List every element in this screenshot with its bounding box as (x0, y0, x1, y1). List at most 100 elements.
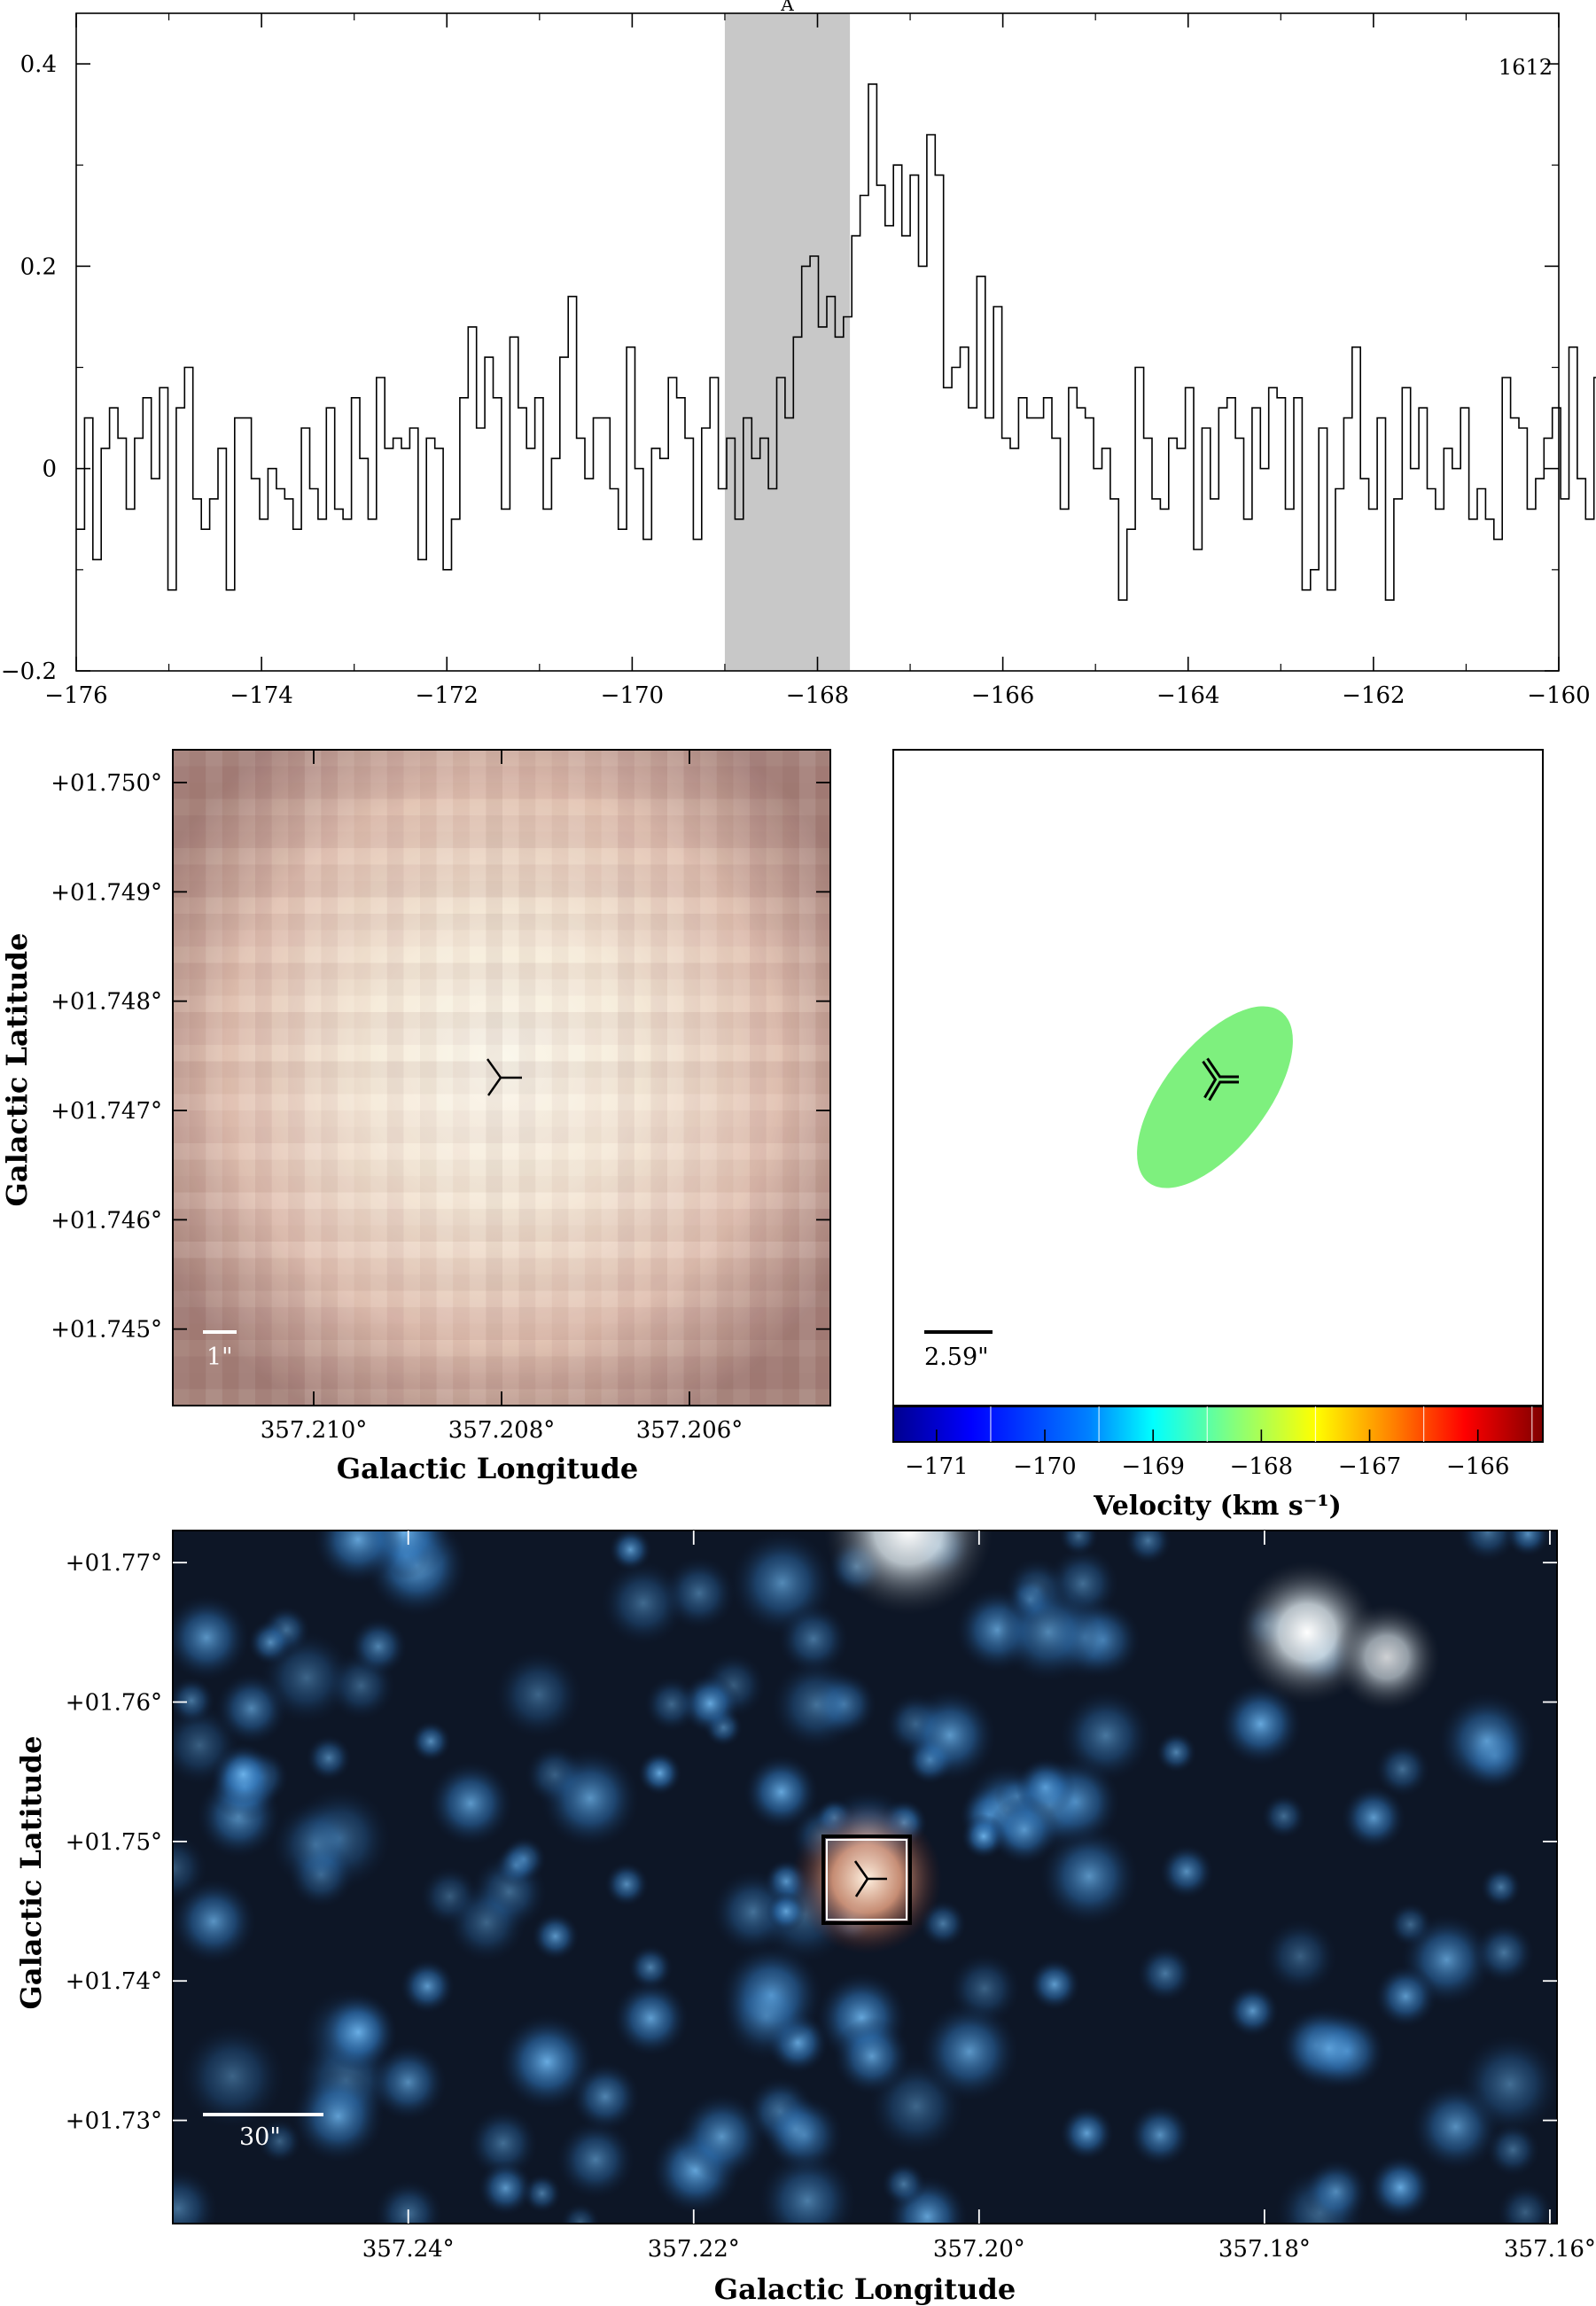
image-column (798, 750, 816, 1406)
star (1218, 1682, 1303, 1766)
image-column (206, 750, 222, 1406)
star (1058, 1531, 1099, 1556)
wide-axes: 357.24° 357.22° 357.20° 357.18° 357.16° +01.7… (66, 1531, 1596, 2263)
star (881, 2162, 927, 2207)
star (173, 1677, 215, 1725)
zoom-xlabel: Galactic Longitude (337, 1452, 638, 1485)
image-row (173, 1209, 830, 1226)
x-tick-label: −172 (416, 682, 479, 709)
star (400, 1959, 455, 2014)
image-row (173, 1143, 830, 1160)
x-tick-label: −176 (44, 682, 107, 709)
wide-frame (172, 1530, 1558, 2224)
y-tick-label: +01.75° (66, 1829, 162, 1856)
image-row (173, 1061, 830, 1078)
y-tick-label: 0.2 (20, 253, 57, 280)
star (427, 1760, 514, 1846)
x-tick-label: 357.20° (933, 2236, 1025, 2263)
star (919, 2001, 1020, 2102)
image-column (469, 750, 487, 1406)
star (1459, 2033, 1557, 2135)
x-tick-label: −174 (230, 682, 292, 709)
wide-scalebar-label: 30" (239, 2123, 281, 2151)
star (173, 1593, 250, 1681)
velocity-marker-inner (1203, 1059, 1239, 1100)
image-row (173, 914, 830, 931)
image-row (173, 1291, 830, 1308)
image-column (815, 750, 830, 1406)
star (770, 1658, 862, 1751)
spectrum-line (76, 83, 1596, 601)
colorbar-label: Velocity (km s⁻¹) (1093, 1491, 1342, 1522)
y-tick-label: +01.73° (66, 2108, 162, 2135)
star (832, 2017, 911, 2096)
star (1128, 2103, 1192, 2167)
wide-image (173, 1531, 1557, 2224)
velocity-scalebar-label: 2.59" (924, 1344, 989, 1371)
target-marker (487, 1058, 522, 1096)
image-column (634, 750, 651, 1406)
star (1497, 2184, 1554, 2224)
star (498, 2013, 596, 2111)
spectrum-panel: A −176 −174 −172 −170 −168 −166 −164 −162 −160 −0… (1, 0, 1596, 709)
star (173, 2168, 219, 2224)
image-column (667, 750, 684, 1406)
colorbar-axes: −171 −170 −169 −168 −167 −166 (905, 1406, 1533, 1480)
image-column (370, 750, 387, 1406)
colorbar-tick-label: −170 (1013, 1453, 1076, 1480)
x-tick-label: −164 (1156, 682, 1219, 709)
image-row (173, 848, 830, 865)
star (467, 2107, 539, 2179)
star (1136, 1944, 1195, 2002)
image-row (173, 1192, 830, 1209)
image-column (420, 750, 437, 1406)
star (1039, 1826, 1140, 1927)
star (410, 1720, 452, 1762)
image-row (173, 897, 830, 914)
y-tick-label: +01.76° (66, 1690, 162, 1717)
image-column (618, 750, 635, 1406)
colorbar-tick-label: −171 (905, 1453, 968, 1480)
image-column (189, 750, 206, 1406)
star (1473, 1921, 1535, 1984)
star (643, 1676, 699, 1733)
star (1437, 1691, 1537, 1790)
x-tick-label: 357.16° (1504, 2236, 1596, 2263)
star (313, 1531, 403, 1585)
image-column (453, 750, 470, 1406)
highlight-label: A (780, 0, 794, 15)
image-row (173, 1045, 830, 1062)
bright-star (1334, 1604, 1440, 1710)
y-tick-label: 0.4 (20, 51, 57, 78)
star (494, 1843, 538, 1888)
image-row (173, 1094, 830, 1110)
y-tick-label: +01.745° (51, 1317, 162, 1344)
y-tick-label: +01.747° (51, 1098, 162, 1125)
image-column (238, 750, 255, 1406)
x-tick-label: 357.208° (448, 1417, 556, 1444)
star (998, 1581, 1099, 1683)
target-box-inner (826, 1839, 907, 1920)
x-tick-label: 357.206° (636, 1417, 744, 1444)
star (260, 1631, 354, 1725)
spectrum-axes: −176 −174 −172 −170 −168 −166 −164 −162 −160 −0.2… (1, 13, 1591, 709)
star (777, 1603, 850, 1675)
image-column (386, 750, 404, 1406)
x-tick-label: 357.18° (1218, 2236, 1311, 2263)
star (318, 1992, 398, 2072)
zoom-axes: 357.210° 357.208° 357.206° +01.745° +01.746°… (51, 750, 830, 1444)
x-tick-label: −162 (1342, 682, 1405, 709)
zoom-ylabel: Galactic Latitude (0, 933, 34, 1207)
image-row (173, 1307, 830, 1324)
image-column (486, 750, 502, 1406)
y-tick-label: +01.749° (51, 879, 162, 906)
image-row (173, 815, 830, 832)
star (903, 1688, 997, 1782)
star (446, 1882, 527, 1963)
star (1156, 1732, 1197, 1773)
image-row (173, 766, 830, 783)
star (179, 2023, 286, 2130)
star (627, 1944, 673, 1990)
star (369, 2043, 448, 2122)
